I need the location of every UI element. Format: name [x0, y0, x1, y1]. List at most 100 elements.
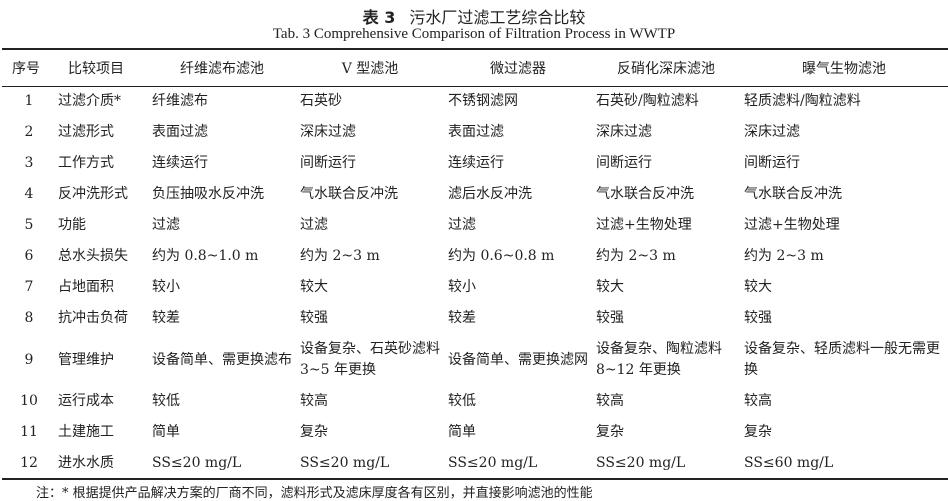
header-row: 序号 比较项目 纤维滤布滤池 V 型滤池 微过滤器 反硝化深床滤池 曝气生物滤池	[2, 49, 948, 86]
table-cell: SS≤20 mg/L	[300, 454, 390, 471]
row-index: 4	[24, 186, 34, 202]
column-header: 微过滤器	[490, 60, 546, 77]
table-cell: 设备复杂、轻质滤料一般无需更换	[744, 341, 940, 378]
table-cell: 间断运行	[300, 155, 356, 171]
table-row: 3 工作方式 连续运行 间断运行 连续运行 间断运行 间断运行	[2, 148, 948, 179]
table-cell: 较差	[448, 310, 476, 326]
table-cell: 占地面积	[58, 279, 114, 295]
table-cell: 较差	[152, 310, 180, 326]
table-cell: 抗冲击负荷	[58, 310, 128, 326]
table-cell: 较大	[596, 279, 624, 295]
table-cell: 设备复杂、石英砂滤料 3~5 年更换	[300, 341, 440, 378]
table-cell: 纤维滤布	[152, 93, 208, 110]
table-cell: 复杂	[596, 424, 624, 440]
table-title-text: 污水厂过滤工艺综合比较	[409, 8, 586, 27]
table-cell: 运行成本	[58, 393, 114, 409]
column-header: V 型滤池	[341, 60, 399, 77]
row-index: 10	[20, 393, 38, 409]
row-index: 8	[24, 310, 34, 326]
table-cell: 深床过滤	[744, 124, 800, 140]
table-cell: 连续运行	[152, 155, 208, 171]
row-index: 3	[24, 155, 34, 171]
table-cell: 过滤介质*	[58, 93, 121, 110]
comparison-table: 序号 比较项目 纤维滤布滤池 V 型滤池 微过滤器 反硝化深床滤池 曝气生物滤池 1 过滤介质…	[2, 48, 948, 480]
table-cell: SS≤20 mg/L	[596, 454, 686, 471]
table-cell: 表面过滤	[448, 124, 504, 140]
table-cell: 过滤+生物处理	[744, 217, 840, 233]
table-cell: 连续运行	[448, 155, 504, 171]
row-index: 9	[24, 351, 34, 368]
table-row: 2 过滤形式 表面过滤 深床过滤 表面过滤 深床过滤 深床过滤	[2, 117, 948, 148]
table-cell: 约为 0.8~1.0 m	[152, 248, 259, 264]
table-cell: 不锈钢滤网	[448, 93, 518, 110]
table-row: 5 功能 过滤 过滤 过滤 过滤+生物处理 过滤+生物处理	[2, 210, 948, 241]
table-cell: 较小	[448, 279, 476, 295]
column-header: 序号	[12, 60, 40, 77]
table-cell: 反冲洗形式	[58, 186, 128, 202]
table-cell: 较高	[596, 393, 624, 409]
row-index: 5	[24, 217, 34, 233]
table-cell: 负压抽吸水反冲洗	[152, 186, 264, 202]
table-row: 12 进水水质 SS≤20 mg/L SS≤20 mg/L SS≤20 mg/L SS≤2…	[2, 448, 948, 479]
table-row: 10 运行成本 较低 较高 较低 较高 较高	[2, 386, 948, 417]
table-row: 8 抗冲击负荷 较差 较强 较差 较强 较强	[2, 303, 948, 334]
table-cell: 过滤	[152, 217, 180, 233]
table-cell: 较高	[744, 393, 772, 409]
table-cell: 约为 2~3 m	[596, 248, 676, 264]
table-cell: 较低	[448, 393, 476, 409]
table-cell: 约为 2~3 m	[744, 248, 824, 264]
table-cell: 过滤	[300, 217, 328, 233]
table-cell: 过滤+生物处理	[596, 217, 692, 233]
table-cell: SS≤20 mg/L	[152, 454, 242, 471]
table-cell: 管理维护	[58, 351, 114, 368]
table-cell: 较强	[744, 310, 772, 326]
table-cell: 较小	[152, 279, 180, 295]
row-index: 2	[24, 124, 34, 140]
table-cell: 气水联合反冲洗	[596, 186, 694, 202]
table-cell: 深床过滤	[596, 124, 652, 140]
table-title-cn: 表 3 污水厂过滤工艺综合比较	[0, 4, 948, 28]
column-header: 曝气生物滤池	[802, 60, 886, 77]
column-header: 反硝化深床滤池	[617, 60, 715, 77]
table-row: 4 反冲洗形式 负压抽吸水反冲洗 气水联合反冲洗 滤后水反冲洗 气水联合反冲洗 气水联合反冲…	[2, 179, 948, 210]
table-cell: 较大	[300, 279, 328, 295]
table-note: 注：* 根据提供产品解决方案的厂商不同，滤料形式及滤床厚度各有区别，并直接影响滤…	[36, 486, 593, 501]
table-cell: 复杂	[744, 424, 772, 440]
table-cell: 过滤形式	[58, 124, 114, 140]
table-cell: 轻质滤料/陶粒滤料	[744, 93, 861, 110]
row-index: 1	[24, 93, 34, 110]
table-row: 7 占地面积 较小 较大 较小 较大 较大	[2, 272, 948, 303]
table-cell: 较强	[596, 310, 624, 326]
table-row: 1 过滤介质* 纤维滤布 石英砂 不锈钢滤网 石英砂/陶粒滤料 轻质滤料/陶粒滤料	[2, 86, 948, 117]
table-cell: 约为 0.6~0.8 m	[448, 248, 555, 264]
table-cell: 土建施工	[58, 424, 114, 440]
table-cell: SS≤20 mg/L	[448, 454, 538, 471]
table-cell: 滤后水反冲洗	[448, 186, 532, 202]
table-cell: 工作方式	[58, 155, 114, 171]
table-cell: 设备简单、需更换滤网	[448, 351, 588, 368]
table-cell: 设备复杂、陶粒滤料 8~12 年更换	[596, 341, 722, 378]
table-cell: 石英砂	[300, 93, 342, 110]
table-label: 表 3	[362, 8, 396, 27]
table-row: 9 管理维护 设备简单、需更换滤布 设备复杂、石英砂滤料 3~5 年更换 设备简单、需更…	[2, 334, 948, 386]
table-cell: 气水联合反冲洗	[300, 186, 398, 202]
table-cell: 设备简单、需更换滤布	[152, 351, 292, 368]
row-index: 11	[20, 424, 38, 440]
table-row: 6 总水头损失 约为 0.8~1.0 m 约为 2~3 m 约为 0.6~0.8 m 约为…	[2, 241, 948, 272]
column-header: 纤维滤布滤池	[180, 60, 264, 77]
table-row: 11 土建施工 简单 复杂 简单 复杂 复杂	[2, 417, 948, 448]
table-cell: SS≤60 mg/L	[744, 454, 834, 471]
table-cell: 功能	[58, 217, 86, 233]
table-cell: 较强	[300, 310, 328, 326]
table-cell: 约为 2~3 m	[300, 248, 380, 264]
table-cell: 深床过滤	[300, 124, 356, 140]
table-cell: 总水头损失	[58, 248, 128, 264]
table-cell: 较高	[300, 393, 328, 409]
row-index: 7	[24, 279, 34, 295]
table-cell: 间断运行	[744, 155, 800, 171]
table-cell: 石英砂/陶粒滤料	[596, 93, 699, 110]
table-cell: 进水水质	[58, 454, 114, 471]
table-cell: 间断运行	[596, 155, 652, 171]
table-cell: 气水联合反冲洗	[744, 186, 842, 202]
table-cell: 简单	[448, 424, 476, 440]
